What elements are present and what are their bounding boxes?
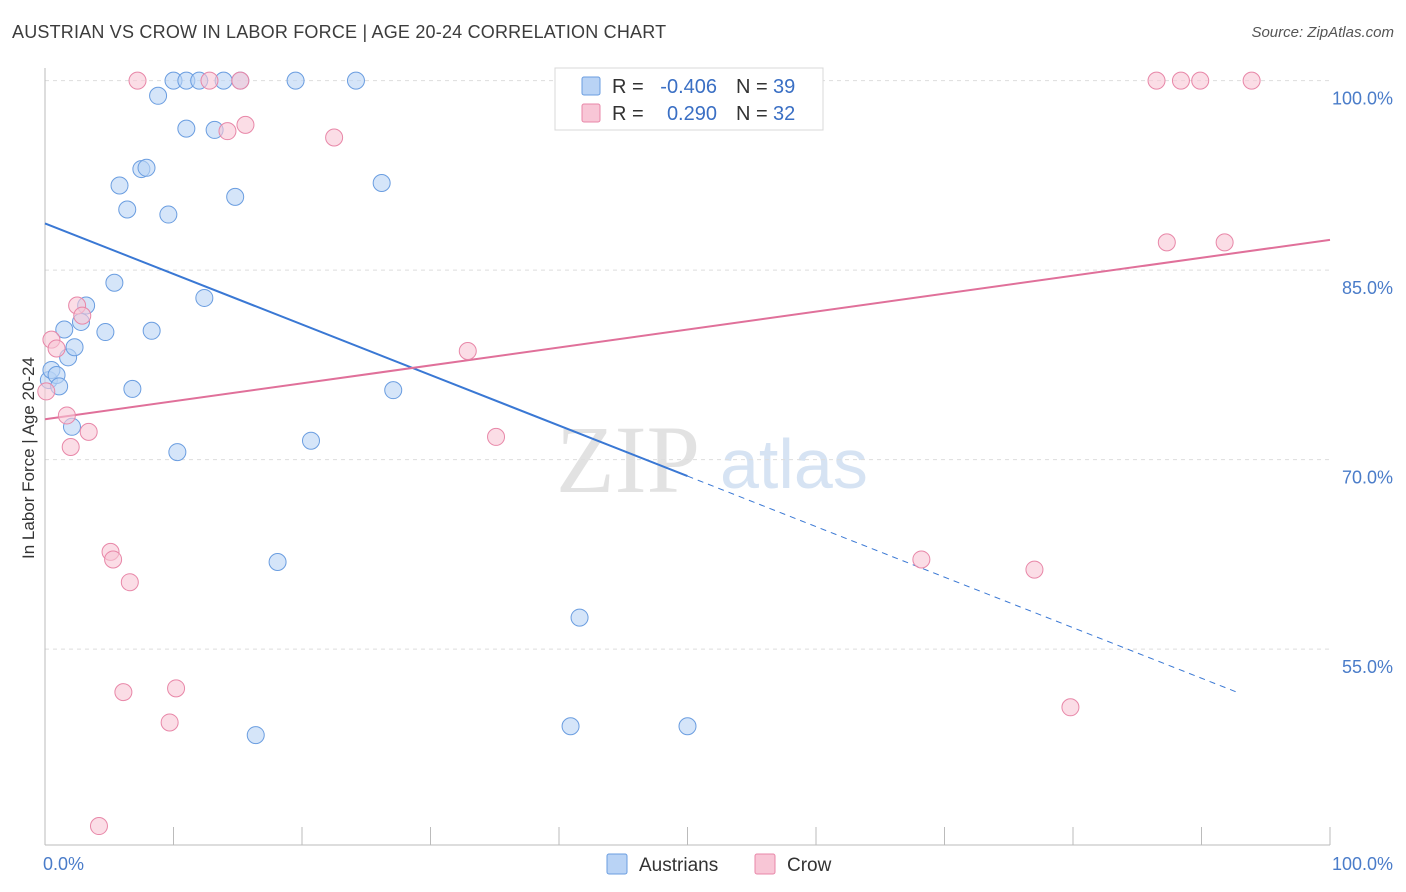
stats-box: R = -0.406 N = 39 R = 0.290 N = 32 xyxy=(554,67,824,131)
stats-n-value: 39 xyxy=(773,76,795,98)
y-tick-label: 70.0% xyxy=(1342,468,1393,488)
crow-point xyxy=(61,438,80,457)
crow-point xyxy=(128,71,147,90)
watermark-atlas: atlas xyxy=(720,425,868,503)
crow-point xyxy=(57,406,76,425)
austrians-point xyxy=(226,187,245,206)
austrians-point xyxy=(561,717,580,736)
legend: Austrians Crow xyxy=(606,853,832,876)
crow-point xyxy=(1157,233,1176,252)
austrians-point xyxy=(118,200,137,219)
crow-point xyxy=(89,817,108,836)
crow-point xyxy=(487,427,506,446)
trend-lines xyxy=(44,222,1331,694)
austrians-point xyxy=(110,176,129,195)
crow-point xyxy=(912,550,931,569)
y-tick-label: 100.0% xyxy=(1332,89,1393,109)
austrians-point xyxy=(195,288,214,307)
watermark-zip: ZIP xyxy=(556,406,700,513)
crow-point xyxy=(1242,71,1261,90)
austrians-point xyxy=(65,338,84,357)
legend-swatch-austrians xyxy=(606,853,628,875)
x-tick-label: 0.0% xyxy=(43,854,84,874)
crow-point xyxy=(120,573,139,592)
stats-swatch-crow xyxy=(581,103,601,123)
crow-point xyxy=(1061,698,1080,717)
austrians-point xyxy=(372,173,391,192)
austrians-point xyxy=(678,717,697,736)
crow-point xyxy=(79,422,98,441)
austrians-point xyxy=(384,381,403,400)
legend-swatch-crow xyxy=(754,853,776,875)
crow-point xyxy=(114,683,133,702)
legend-label-crow: Crow xyxy=(787,855,832,876)
crow-point xyxy=(160,713,179,732)
crow-point xyxy=(231,71,250,90)
stats-r-value: 0.290 xyxy=(667,103,717,125)
austrians-point xyxy=(55,320,74,339)
stats-n-label: N = xyxy=(736,76,768,98)
crow-point xyxy=(47,339,66,358)
austrians-trend-line xyxy=(44,222,688,478)
stats-r-label: R = xyxy=(612,103,644,125)
x-tick-label: 100.0% xyxy=(1332,854,1393,874)
grid xyxy=(45,80,1330,650)
crow-point xyxy=(1147,71,1166,90)
crow-point xyxy=(73,306,92,325)
crow-point xyxy=(1025,560,1044,579)
austrians-point xyxy=(159,205,178,224)
chart-source: Source: ZipAtlas.com xyxy=(1251,24,1394,41)
watermark: ZIP atlas xyxy=(556,406,868,513)
crow-point xyxy=(458,342,477,361)
crow-point xyxy=(167,679,186,698)
austrians-point xyxy=(137,158,156,177)
crow-point xyxy=(1215,233,1234,252)
crow-trend-line xyxy=(44,238,1331,421)
crow-point xyxy=(37,382,56,401)
crow-point xyxy=(218,122,237,141)
austrians-point xyxy=(246,726,265,745)
austrians-trend-extension xyxy=(687,475,1241,694)
tick-labels: 100.0% 85.0% 70.0% 55.0% 0.0% 100.0% xyxy=(43,89,1393,874)
austrians-point xyxy=(96,323,115,342)
stats-n-value: 32 xyxy=(773,103,795,125)
data-points xyxy=(37,71,1261,836)
stats-n-label: N = xyxy=(736,103,768,125)
austrians-point xyxy=(570,608,589,627)
crow-point xyxy=(1171,71,1190,90)
chart-title: AUSTRIAN VS CROW IN LABOR FORCE | AGE 20… xyxy=(12,22,667,42)
stats-r-value: -0.406 xyxy=(660,76,717,98)
crow-point xyxy=(1191,71,1210,90)
stats-r-label: R = xyxy=(612,76,644,98)
crow-point xyxy=(200,71,219,90)
austrians-point xyxy=(168,443,187,462)
crow-point xyxy=(236,115,255,134)
axes xyxy=(44,68,1331,846)
austrians-point xyxy=(268,552,287,571)
austrians-point xyxy=(286,71,305,90)
y-tick-label: 55.0% xyxy=(1342,657,1393,677)
austrians-point xyxy=(142,321,161,340)
crow-point xyxy=(325,128,344,147)
austrians-point xyxy=(301,431,320,450)
crow-point xyxy=(104,550,123,569)
y-axis-label: In Labor Force | Age 20-24 xyxy=(19,357,38,559)
y-tick-label: 85.0% xyxy=(1342,278,1393,298)
austrians-point xyxy=(346,71,365,90)
austrians-point xyxy=(177,119,196,138)
austrians-point xyxy=(149,86,168,105)
austrians-point xyxy=(123,379,142,398)
stats-swatch-austrians xyxy=(581,76,601,96)
legend-label-austrians: Austrians xyxy=(639,855,718,876)
austrians-point xyxy=(105,273,124,292)
